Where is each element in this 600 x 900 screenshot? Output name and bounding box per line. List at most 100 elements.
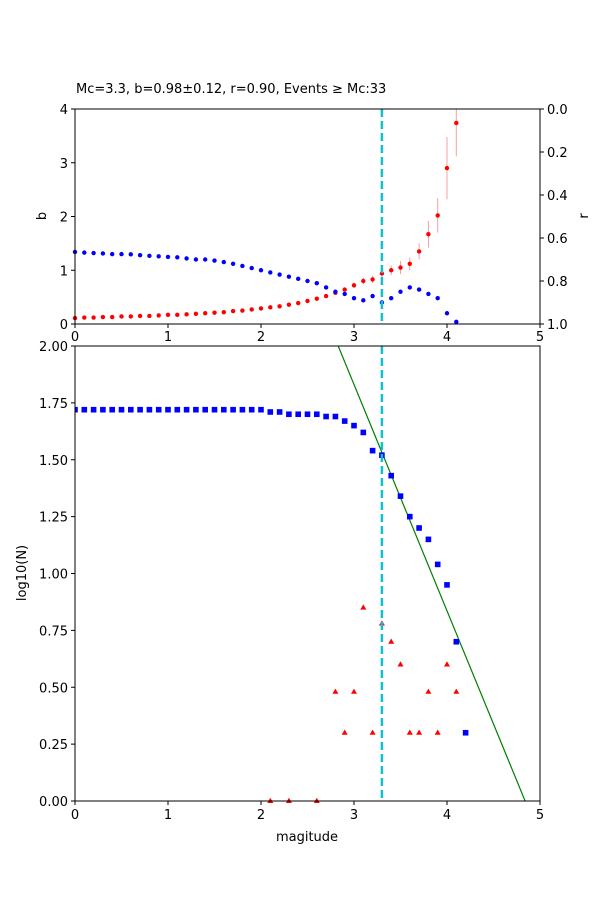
top-y-tick-label: 4 (60, 103, 68, 118)
cumulative-count-point (109, 406, 115, 413)
cumulative-count-point (211, 406, 218, 413)
b-value-point (268, 305, 273, 310)
r-value-point (119, 251, 124, 257)
top-y-tick-label: 3 (60, 157, 68, 172)
b-value-point (305, 298, 310, 304)
b-value-point (240, 308, 245, 313)
cumulative-count-point (462, 729, 469, 736)
top-r-tick-label: 0.6 (547, 232, 568, 247)
r-value-point (128, 252, 133, 257)
top-r-tick-label: 1.0 (547, 318, 568, 333)
cumulative-count-point (100, 406, 106, 413)
cumulative-count-point (75, 406, 78, 413)
b-value-point (156, 313, 161, 318)
b-value-point (286, 302, 292, 307)
cumulative-count-point (323, 413, 329, 420)
cumulative-count-point (453, 638, 460, 645)
frequency-magnitude-chart: magitude log10(N) 0 1 2 3 4 5 0.00 0.25 0.50 0.75… (15, 340, 544, 845)
top-axis-ticks: 0 1 2 3 4 5 0 1 2 3 4 0.0 0.2 0.4 0.6 0.8 1.0 (60, 103, 568, 345)
b-value-point (147, 313, 152, 319)
non-cumulative-count-point (267, 797, 274, 803)
cumulative-count-point (444, 582, 450, 588)
b-value-point (407, 261, 412, 266)
b-value-point (361, 278, 366, 284)
gutenberg-richter-fit-line (337, 346, 526, 801)
non-cumulative-count-point (351, 688, 357, 694)
r-value-point (100, 251, 106, 256)
top-y-tick-label: 0 (60, 318, 68, 333)
r-value-point (454, 319, 459, 325)
cumulative-count-point (118, 406, 125, 413)
b-value-point (398, 265, 403, 270)
cumulative-count-point (221, 406, 227, 413)
cumulative-count-point (397, 493, 404, 499)
non-cumulative-count-point (453, 688, 460, 694)
b-value-point (82, 315, 87, 320)
b-value-point (389, 268, 394, 273)
r-value-point (82, 250, 87, 255)
cumulative-count-point (155, 406, 162, 413)
top-y-tick-label: 2 (60, 211, 68, 226)
cumulative-count-point (128, 406, 134, 413)
b-value-point (351, 283, 357, 288)
non-cumulative-count-point (341, 729, 348, 735)
r-value-point (305, 278, 310, 284)
bottom-x-tick-label: 3 (350, 808, 358, 823)
r-value-point (370, 293, 375, 299)
y-axis-label-r: r (577, 213, 592, 219)
b-value-point (370, 277, 375, 282)
non-cumulative-count-point (416, 729, 423, 735)
r-value-point (156, 254, 161, 259)
cumulative-count-point (407, 513, 413, 520)
r-value-point (416, 287, 422, 292)
b-value-point (221, 309, 226, 315)
b-value-point (249, 307, 254, 312)
bottom-plot-frame (74, 345, 541, 802)
r-value-point (426, 291, 431, 297)
r-value-point (323, 285, 329, 290)
b-value-point (323, 293, 329, 299)
bottom-x-tick-label: 5 (536, 808, 544, 823)
bottom-y-tick-label: 0.75 (39, 624, 68, 639)
b-value-point (184, 312, 189, 317)
r-value-point (407, 285, 412, 290)
top-y-tick-label: 1 (60, 264, 68, 279)
bottom-y-tick-label: 1.50 (39, 454, 68, 469)
b-value-point (342, 287, 347, 292)
b-value-point (314, 296, 319, 301)
cumulative-count-point (239, 406, 246, 413)
bottom-x-tick-label: 0 (71, 808, 79, 823)
top-x-tick-label: 1 (164, 330, 172, 345)
b-value-point (128, 314, 133, 319)
top-x-tick-label: 4 (443, 330, 451, 345)
r-value-point (268, 270, 273, 275)
bottom-axis-ticks: 0 1 2 3 4 5 0.00 0.25 0.50 0.75 1.00 1.25 1.50 1.75 2.… (39, 340, 544, 823)
r-value-point (314, 280, 319, 286)
x-axis-label: magitude (276, 830, 338, 845)
b-value-point (165, 312, 171, 318)
top-plot-frame (74, 108, 541, 325)
top-r-tick-label: 0.8 (547, 275, 568, 290)
top-x-tick-label: 0 (71, 330, 79, 345)
cumulative-count-point (258, 406, 264, 413)
non-cumulative-count-point (313, 797, 320, 803)
r-value-point (435, 296, 440, 301)
b-value-point (212, 310, 217, 315)
r-value-point (203, 257, 208, 262)
b-value-point (175, 312, 180, 318)
b-value-point (91, 315, 96, 320)
b-value-point (137, 313, 143, 319)
cumulative-count-point (425, 536, 432, 543)
cumulative-count-point (314, 411, 320, 418)
cumulative-count-point (193, 406, 199, 413)
b-value-point (444, 165, 450, 171)
non-cumulative-count-point (425, 688, 432, 694)
top-r-tick-label: 0.2 (547, 146, 568, 161)
cumulative-count-point (434, 561, 441, 568)
cumulative-count-point (332, 413, 339, 420)
r-value-point (221, 259, 226, 265)
bottom-y-tick-label: 1.00 (39, 568, 68, 583)
cumulative-count-point (90, 406, 97, 413)
b-value-point (277, 304, 282, 309)
cumulative-count-point (81, 406, 88, 413)
